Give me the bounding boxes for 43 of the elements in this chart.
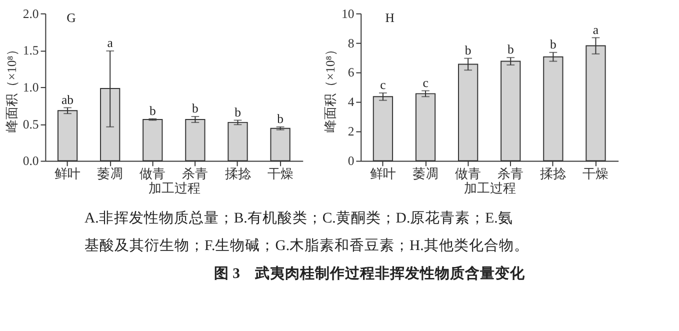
x-tick-label: 鲜叶 [370,166,396,181]
y-tick-label: 4 [348,95,355,110]
x-tick-label: 干燥 [267,166,294,181]
x-tick-label: 杀青 [498,166,524,181]
y-tick-label: 2 [348,124,354,139]
x-tick-label: 做青 [455,166,482,181]
x-tick-label: 做青 [140,166,166,181]
data-label: c [422,76,429,90]
x-tick-label: 萎凋 [412,166,439,181]
x-axis-title: 加工过程 [464,182,516,196]
data-label: b [192,102,198,116]
data-label: b [277,112,284,126]
y-tick-label: 1.5 [22,44,39,58]
y-tick-label: 0.0 [22,154,39,168]
y-tick-label: 0 [348,154,354,168]
x-tick-label: 揉捻 [540,166,566,181]
y-tick-label: 10 [341,6,354,21]
y-tick-label: 8 [348,36,354,50]
data-label: c [380,78,386,92]
data-label: b [149,104,156,118]
x-tick-label: 揉捻 [224,166,251,181]
data-label: a [592,22,599,37]
text: A.非挥发性物质总量；B.有机酸类；C.黄酮类；D.原花青素；E.氨基酸及其衍生物；F.生物碱；G.木脂素和香豆素；H.其他类化合物。 [84,210,529,254]
caption: 图 3 武夷肉桂制作过程非挥发性物质含量变化 [214,264,526,282]
x-tick-label: 鲜叶 [54,166,81,181]
data-label: b [234,105,241,120]
chart-title: G [66,11,76,26]
x-tick-label: 萎凋 [97,166,124,181]
y-tick-label: 2.0 [22,6,39,21]
data-label: a [107,36,114,50]
y-axis-title: 峰面积（×10⁸） [324,42,338,132]
x-tick-label: 干燥 [582,166,609,181]
y-axis-title: 峰面积（×10⁸） [4,42,19,132]
y-tick-label: 0.5 [22,117,39,132]
data-label: b [464,43,472,58]
x-tick-label: 杀青 [182,166,208,181]
y-tick-label: 6 [348,66,354,80]
data-label: ab [62,92,74,107]
data-label: b [550,37,556,52]
data-label: b [507,42,514,57]
chart-title: H [385,11,394,26]
x-axis-title: 加工过程 [148,182,200,196]
y-tick-label: 1.0 [22,80,39,94]
